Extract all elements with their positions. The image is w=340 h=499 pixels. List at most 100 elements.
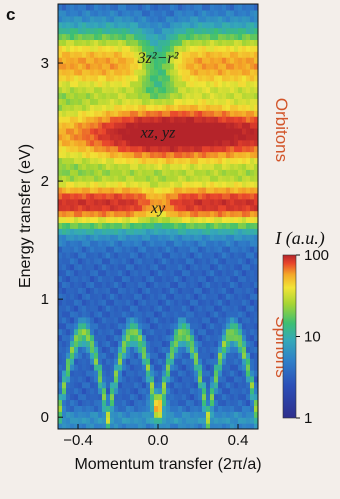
heatmap-cell	[206, 127, 211, 135]
heatmap-cell	[98, 423, 103, 429]
heatmap-cell	[102, 334, 107, 342]
heatmap-cell	[122, 15, 127, 23]
heatmap-cell	[146, 310, 151, 318]
heatmap-cell	[114, 269, 119, 277]
heatmap-cell	[174, 405, 179, 412]
heatmap-cell	[74, 293, 79, 300]
heatmap-cell	[182, 63, 187, 70]
heatmap-cell	[246, 86, 251, 94]
heatmap-cell	[170, 74, 175, 82]
heatmap-cell	[254, 246, 258, 253]
heatmap-cell	[126, 263, 131, 271]
heatmap-cell	[118, 405, 123, 412]
heatmap-cell	[162, 74, 167, 82]
heatmap-cell	[210, 423, 215, 429]
heatmap-cell	[250, 328, 255, 336]
heatmap-cell	[98, 399, 103, 406]
heatmap-cell	[142, 369, 147, 377]
heatmap-cell	[186, 251, 191, 259]
heatmap-cell	[106, 328, 111, 336]
heatmap-cell	[150, 51, 155, 58]
heatmap-cell	[126, 157, 131, 164]
heatmap-cell	[178, 287, 183, 294]
heatmap-cell	[186, 175, 191, 182]
heatmap-cell	[154, 57, 159, 64]
heatmap-cell	[82, 240, 87, 247]
heatmap-cell	[170, 110, 175, 117]
heatmap-cell	[210, 192, 215, 200]
heatmap-cell	[218, 204, 223, 212]
heatmap-cell	[234, 198, 239, 206]
heatmap-cell	[246, 251, 251, 259]
heatmap-cell	[242, 4, 247, 11]
heatmap-cell	[174, 257, 179, 265]
heatmap-cell	[186, 4, 191, 11]
heatmap-cell	[170, 364, 175, 371]
heatmap-cell	[70, 310, 75, 318]
heatmap-cell	[102, 263, 107, 271]
heatmap-cell	[66, 127, 71, 135]
heatmap-cell	[146, 305, 151, 312]
heatmap-cell	[210, 80, 215, 88]
heatmap-cell	[194, 198, 199, 206]
heatmap-cell	[94, 68, 99, 76]
heatmap-cell	[178, 417, 183, 424]
heatmap-cell	[90, 68, 95, 76]
heatmap-cell	[142, 51, 147, 58]
heatmap-cell	[234, 257, 239, 265]
heatmap-cell	[222, 175, 227, 182]
heatmap-cell	[226, 9, 231, 17]
heatmap-cell	[254, 181, 258, 188]
heatmap-cell	[246, 293, 251, 300]
heatmap-cell	[90, 151, 95, 159]
heatmap-cell	[70, 57, 75, 64]
heatmap-cell	[246, 127, 251, 135]
heatmap-cell	[66, 139, 71, 147]
heatmap-cell	[234, 310, 239, 318]
heatmap-cell	[194, 275, 199, 283]
heatmap-cell	[118, 27, 123, 35]
heatmap-cell	[118, 110, 123, 117]
heatmap-cell	[186, 287, 191, 294]
heatmap-cell	[242, 198, 247, 206]
heatmap-cell	[106, 63, 111, 70]
heatmap-cell	[126, 322, 131, 330]
heatmap-cell	[130, 198, 135, 206]
heatmap-cell	[110, 169, 115, 176]
heatmap-cell	[130, 169, 135, 176]
heatmap-cell	[86, 104, 91, 111]
heatmap-cell	[186, 151, 191, 159]
heatmap-cell	[90, 122, 95, 129]
heatmap-cell	[254, 122, 258, 129]
heatmap-cell	[98, 393, 103, 401]
heatmap-cell	[102, 240, 107, 247]
heatmap-cell	[154, 334, 159, 342]
heatmap-cell	[206, 346, 211, 353]
heatmap-cell	[238, 411, 243, 418]
heatmap-cell	[70, 375, 75, 383]
heatmap-cell	[86, 145, 91, 153]
heatmap-cell	[250, 293, 255, 300]
heatmap-cell	[174, 145, 179, 153]
heatmap-cell	[250, 228, 255, 235]
heatmap-cell	[218, 4, 223, 11]
heatmap-cell	[246, 417, 251, 424]
heatmap-cell	[210, 15, 215, 23]
heatmap-cell	[250, 375, 255, 383]
heatmap-cell	[238, 399, 243, 406]
heatmap-cell	[182, 192, 187, 200]
heatmap-cell	[114, 127, 119, 135]
heatmap-cell	[206, 57, 211, 64]
heatmap-cell	[118, 316, 123, 324]
heatmap-cell	[94, 263, 99, 271]
heatmap-cell	[114, 15, 119, 23]
heatmap-cell	[62, 98, 67, 105]
heatmap-cell	[222, 157, 227, 164]
heatmap-cell	[162, 287, 167, 294]
heatmap-cell	[186, 405, 191, 412]
heatmap-cell	[62, 328, 67, 336]
heatmap-cell	[118, 163, 123, 170]
heatmap-cell	[94, 122, 99, 129]
heatmap-cell	[134, 364, 139, 371]
heatmap-cell	[102, 369, 107, 377]
